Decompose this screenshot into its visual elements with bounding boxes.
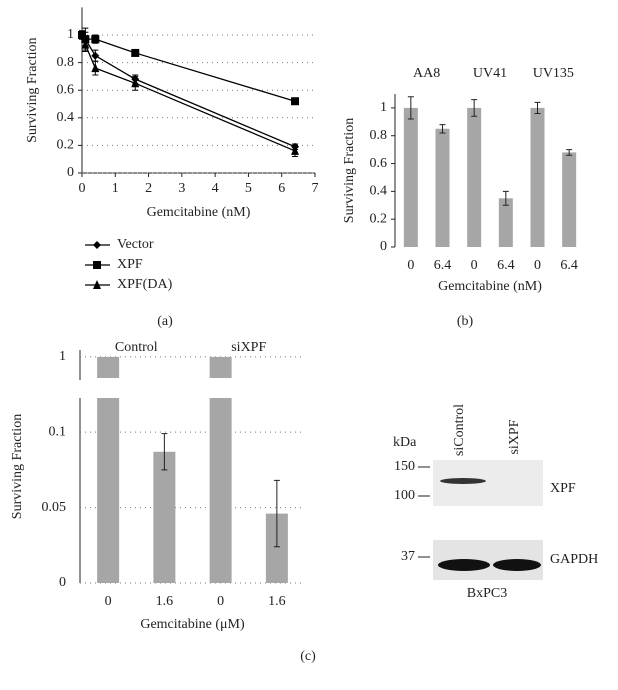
- panel-label: (c): [300, 649, 316, 664]
- y-tick-label: 1: [59, 349, 66, 364]
- y-tick-label: 1: [67, 27, 74, 42]
- y-tick-label: 0.4: [57, 110, 75, 125]
- error-bar: [502, 190, 509, 206]
- x-tick-label: 1: [112, 181, 119, 196]
- y-tick-label: 0.4: [370, 184, 388, 199]
- data-point: [91, 63, 100, 73]
- y-tick-label: 0.05: [42, 500, 67, 515]
- x-tick-label: 0: [105, 594, 112, 609]
- data-point: [91, 35, 100, 44]
- bar: [562, 152, 577, 247]
- bar-upper: [209, 356, 232, 378]
- size-marker: 100: [394, 488, 415, 503]
- group-label: Control: [115, 340, 158, 355]
- x-tick-label: 0: [471, 258, 478, 273]
- x-axis-label: Gemcitabine (nM): [438, 279, 542, 294]
- y-tick-label: 0.8: [370, 128, 388, 143]
- blot-band: [438, 559, 490, 571]
- legend-marker: [93, 261, 101, 269]
- y-tick-label: 0: [380, 239, 387, 254]
- data-point: [131, 78, 140, 88]
- x-tick-label: 2: [145, 181, 152, 196]
- group-label: siXPF: [231, 340, 266, 355]
- x-tick-label: 6: [278, 181, 285, 196]
- error-bar: [471, 99, 478, 117]
- x-tick-label: 6.4: [497, 258, 515, 273]
- x-axis-label: Gemcitabine (μM): [140, 617, 245, 632]
- y-tick-label: 0: [67, 165, 74, 180]
- bar: [435, 128, 450, 247]
- kda-label: kDa: [393, 435, 417, 450]
- y-tick-label: 0.2: [57, 138, 75, 153]
- legend-label: XPF(DA): [117, 277, 173, 292]
- legend-label: XPF: [117, 257, 143, 272]
- x-tick-label: 6.4: [434, 258, 452, 273]
- y-tick-label: 0.6: [57, 82, 75, 97]
- error-bar: [439, 124, 446, 134]
- data-point: [291, 145, 300, 155]
- size-marker: 150: [394, 459, 415, 474]
- series-line: [81, 34, 296, 102]
- x-tick-label: 0: [534, 258, 541, 273]
- y-tick-label: 1: [380, 100, 387, 115]
- bar: [498, 198, 513, 247]
- bar: [209, 398, 232, 583]
- group-label: AA8: [413, 66, 440, 81]
- x-tick-label: 0: [79, 181, 86, 196]
- error-bar: [534, 101, 541, 114]
- lane-label: siXPF: [507, 419, 522, 454]
- data-point: [78, 30, 86, 39]
- data-point: [131, 48, 140, 57]
- y-tick-label: 0: [59, 575, 66, 590]
- size-marker: 37: [401, 549, 415, 564]
- panel-label: (b): [457, 314, 474, 329]
- bar: [265, 513, 288, 583]
- blot-band: [440, 478, 486, 484]
- legend-marker: [93, 280, 101, 289]
- x-axis-label: Gemcitabine (nM): [147, 205, 251, 220]
- x-tick-label: 1.6: [156, 594, 174, 609]
- cell-line: BxPC3: [467, 586, 507, 601]
- x-tick-label: 4: [212, 181, 219, 196]
- lane-label: siControl: [452, 404, 467, 456]
- x-tick-label: 3: [178, 181, 185, 196]
- y-tick-label: 0.6: [370, 156, 388, 171]
- data-point: [81, 39, 90, 49]
- error-bar: [566, 149, 573, 156]
- bar: [530, 107, 545, 247]
- band-label: GAPDH: [550, 552, 598, 567]
- panel-label: (a): [157, 314, 173, 329]
- series-line: [81, 34, 296, 148]
- error-bar: [273, 479, 280, 548]
- y-axis-label: Surviving Fraction: [25, 38, 40, 143]
- bar: [403, 107, 418, 247]
- legend-label: Vector: [117, 237, 154, 252]
- bar: [153, 451, 176, 583]
- group-label: UV135: [533, 66, 574, 81]
- data-point: [91, 51, 100, 60]
- group-label: UV41: [473, 66, 507, 81]
- bar-upper: [97, 356, 120, 378]
- data-point: [291, 97, 300, 106]
- y-axis-label: Surviving Fraction: [10, 414, 25, 519]
- blot-band: [493, 559, 541, 571]
- error-bar: [161, 433, 168, 471]
- blot: kDa 150 100 37 siControl siXPF XPF GAPDH…: [393, 404, 598, 601]
- bar: [97, 398, 120, 583]
- x-tick-label: 6.4: [560, 258, 578, 273]
- x-tick-label: 0: [407, 258, 414, 273]
- error-bar: [407, 96, 414, 120]
- y-tick-label: 0.1: [49, 424, 67, 439]
- x-tick-label: 7: [312, 181, 319, 196]
- y-tick-label: 0.8: [57, 55, 75, 70]
- x-tick-label: 1.6: [268, 594, 286, 609]
- bar: [467, 107, 482, 247]
- y-tick-label: 0.2: [370, 211, 388, 226]
- x-tick-label: 5: [245, 181, 252, 196]
- band-label: XPF: [550, 481, 576, 496]
- y-axis-label: Surviving Fraction: [342, 118, 357, 223]
- legend-marker: [93, 241, 101, 249]
- x-tick-label: 0: [217, 594, 224, 609]
